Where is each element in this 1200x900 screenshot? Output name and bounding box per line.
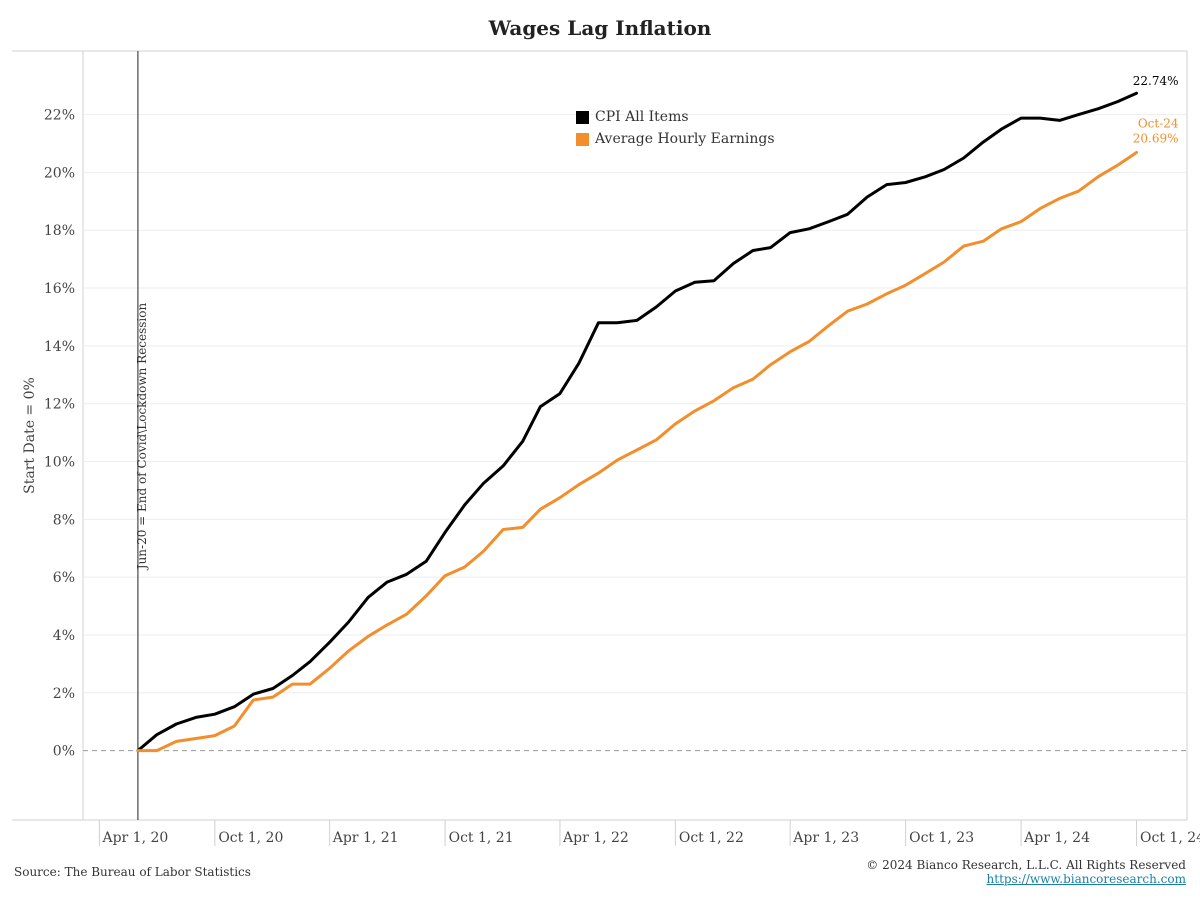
y-axis-title: Start Date = 0% xyxy=(22,377,38,494)
x-tick-label: Oct 1, 22 xyxy=(679,830,744,846)
x-tick-label: Oct 1, 23 xyxy=(909,830,974,846)
y-tick-label: 2% xyxy=(53,686,75,702)
x-tick-label: Oct 1, 24 xyxy=(1140,830,1200,846)
end-label-wages-value: 20.69% xyxy=(1133,131,1179,145)
reference-line-label: Jun-20 = End of Covid\Lockdown Recession xyxy=(135,303,149,572)
footer-credits: © 2024 Bianco Research, L.L.C. All Right… xyxy=(866,858,1186,886)
legend-swatch-cpi xyxy=(576,110,589,124)
series-line-wages xyxy=(136,151,1138,753)
end-label-cpi: 22.74% xyxy=(1133,74,1179,88)
x-tick-label: Apr 1, 24 xyxy=(1023,830,1090,846)
end-label-wages-date: Oct-24 xyxy=(1138,116,1179,130)
x-tick-label: Oct 1, 21 xyxy=(449,830,514,846)
website-link[interactable]: https://www.biancoresearch.com xyxy=(986,872,1186,886)
x-tick-label: Apr 1, 22 xyxy=(562,830,629,846)
y-tick-label: 0% xyxy=(53,744,75,760)
legend: CPI All Items Average Hourly Earnings xyxy=(576,106,775,150)
y-tick-label: 18% xyxy=(44,223,75,239)
x-tick-label: Oct 1, 20 xyxy=(218,830,283,846)
y-tick-label: 10% xyxy=(44,455,75,471)
y-tick-label: 6% xyxy=(53,570,75,586)
legend-label-cpi: CPI All Items xyxy=(595,109,689,125)
y-tick-label: 4% xyxy=(53,628,75,644)
y-tick-label: 16% xyxy=(44,281,75,297)
x-tick-label: Apr 1, 23 xyxy=(792,830,859,846)
legend-swatch-wages xyxy=(576,132,589,146)
y-tick-label: 14% xyxy=(44,339,75,355)
x-tick-label: Apr 1, 21 xyxy=(332,830,399,846)
y-tick-label: 8% xyxy=(53,512,75,528)
legend-item-cpi[interactable]: CPI All Items xyxy=(576,106,775,128)
source-note: Source: The Bureau of Labor Statistics xyxy=(14,865,251,879)
y-tick-label: 12% xyxy=(44,397,75,413)
series-line-cpi xyxy=(136,91,1138,753)
y-tick-label: 20% xyxy=(44,165,75,181)
legend-item-wages[interactable]: Average Hourly Earnings xyxy=(576,128,775,150)
legend-label-wages: Average Hourly Earnings xyxy=(595,131,775,147)
y-tick-label: 22% xyxy=(44,108,75,124)
x-tick-label: Apr 1, 20 xyxy=(101,830,168,846)
copyright-text: © 2024 Bianco Research, L.L.C. All Right… xyxy=(866,858,1186,872)
chart-title: Wages Lag Inflation xyxy=(488,16,712,40)
